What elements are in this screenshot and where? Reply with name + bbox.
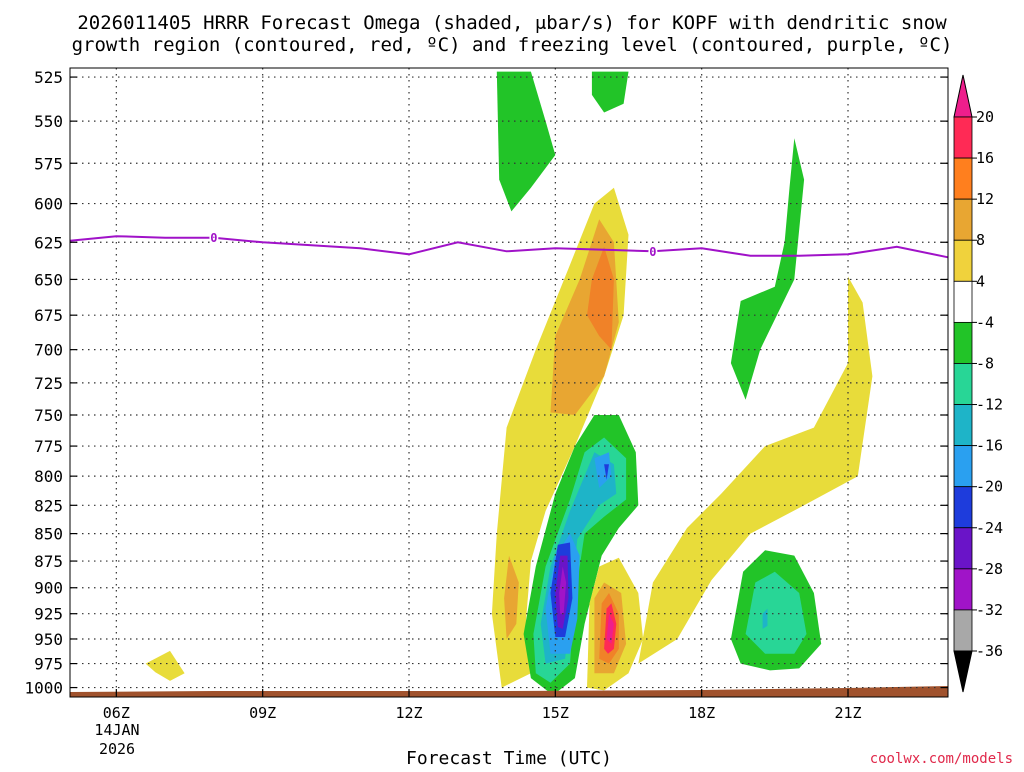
y-tick-label-1000: 1000 <box>24 679 63 698</box>
y-tick-label-725: 725 <box>34 374 63 393</box>
freezing-label-bg-0 <box>209 231 219 244</box>
y-tick-label-600: 600 <box>34 195 63 214</box>
x-tick-label-21: 21Z <box>834 704 861 722</box>
colorbar-swatch-12 <box>953 609 973 652</box>
colorbar-swatch-5 <box>953 321 973 364</box>
colorbar-label-8: -16 <box>976 437 1003 455</box>
colorbar-label-12: -32 <box>976 601 1003 619</box>
y-tick-label-800: 800 <box>34 467 63 486</box>
colorbar-swatch-0 <box>953 116 973 159</box>
y-tick-label-950: 950 <box>34 630 63 649</box>
colorbar-label-10: -24 <box>976 519 1003 537</box>
x-date-year: 2026 <box>99 740 135 758</box>
colorbar-label-7: -12 <box>976 396 1003 414</box>
omega-region-1 <box>638 276 873 664</box>
credit-text: coolwx.com/models <box>870 751 1013 767</box>
x-tick-label-18: 18Z <box>688 704 715 722</box>
colorbar-label-9: -20 <box>976 478 1003 496</box>
y-tick-label-875: 875 <box>34 552 63 571</box>
terrain-layer <box>70 686 948 697</box>
colorbar-label-3: 8 <box>976 231 985 249</box>
colorbar-label-5: -4 <box>976 313 994 331</box>
y-tick-label-900: 900 <box>34 579 63 598</box>
y-tick-label-825: 825 <box>34 496 63 515</box>
colorbar-label-4: 4 <box>976 272 985 290</box>
colorbar-swatch-4 <box>953 280 973 323</box>
colorbar-swatch-10 <box>953 527 973 570</box>
x-axis-label: Forecast Time (UTC) <box>406 748 612 768</box>
omega-region-2 <box>145 650 185 681</box>
y-tick-label-975: 975 <box>34 655 63 674</box>
y-tick-label-675: 675 <box>34 306 63 325</box>
y-tick-label-850: 850 <box>34 525 63 544</box>
freezing-label-1: 0 <box>649 245 656 259</box>
omega-region-10 <box>730 138 805 400</box>
colorbar: 20 16 12 8 4 -4 -8 -12 -16 -20 -24 -28 -32 -36 <box>953 74 1003 693</box>
colorbar-swatch-11 <box>953 568 973 611</box>
colorbar-swatch-2 <box>953 198 973 241</box>
colorbar-swatch-8 <box>953 445 973 488</box>
chart-title-line-2: growth region (contoured, red, ºC) and f… <box>72 34 953 56</box>
colorbar-label-13: -36 <box>976 642 1003 660</box>
colorbar-label-1: 16 <box>976 149 994 167</box>
x-date-day: 14JAN <box>94 721 139 739</box>
terrain-strip <box>70 686 948 697</box>
freezing-level-contour: 00 <box>69 231 949 259</box>
omega-region-25 <box>606 613 614 644</box>
colorbar-swatch-3 <box>953 239 973 282</box>
x-tick-label-9: 09Z <box>249 704 276 722</box>
colorbar-swatch-9 <box>953 486 973 529</box>
x-tick-label-6: 06Z <box>103 704 130 722</box>
grid-lines <box>70 68 948 697</box>
omega-region-11 <box>745 571 807 654</box>
colorbar-swatch-6 <box>953 363 973 405</box>
pressure-axis: 525 550 575 600 625 650 675 700 725 750 775 800 825 8… <box>24 68 948 698</box>
chart-title-line-1: 2026011405 HRRR Forecast Omega (shaded, … <box>77 12 947 34</box>
colorbar-top-arrow <box>953 74 973 118</box>
omega-region-6 <box>496 71 556 212</box>
y-tick-label-575: 575 <box>34 154 63 173</box>
colorbar-bottom-arrow <box>953 650 973 693</box>
omega-region-5 <box>587 246 614 350</box>
omega-region-16 <box>594 452 612 488</box>
colorbar-label-2: 12 <box>976 190 994 208</box>
omega-shaded-regions <box>145 71 873 696</box>
y-tick-label-775: 775 <box>34 437 63 456</box>
y-tick-label-700: 700 <box>34 341 63 360</box>
time-axis: 06Z 09Z 12Z 15Z 18Z 21Z <box>103 689 862 722</box>
y-tick-label-750: 750 <box>34 406 63 425</box>
y-tick-label-650: 650 <box>34 270 63 289</box>
colorbar-swatch-7 <box>953 404 973 447</box>
colorbar-label-11: -28 <box>976 560 1003 578</box>
y-tick-label-525: 525 <box>34 68 63 87</box>
colorbar-label-0: 20 <box>976 108 994 126</box>
omega-region-7 <box>591 71 629 113</box>
colorbar-swatch-1 <box>953 157 973 200</box>
x-tick-label-15: 15Z <box>542 704 569 722</box>
y-tick-label-550: 550 <box>34 112 63 131</box>
y-tick-label-625: 625 <box>34 233 63 252</box>
omega-region-20 <box>559 566 567 614</box>
freezing-label-bg-1 <box>648 245 658 258</box>
freezing-label-0: 0 <box>210 231 217 245</box>
omega-region-4 <box>504 555 519 639</box>
x-tick-label-12: 12Z <box>395 704 422 722</box>
y-tick-label-925: 925 <box>34 605 63 624</box>
omega-region-18 <box>604 464 609 480</box>
colorbar-label-6: -8 <box>976 354 994 372</box>
